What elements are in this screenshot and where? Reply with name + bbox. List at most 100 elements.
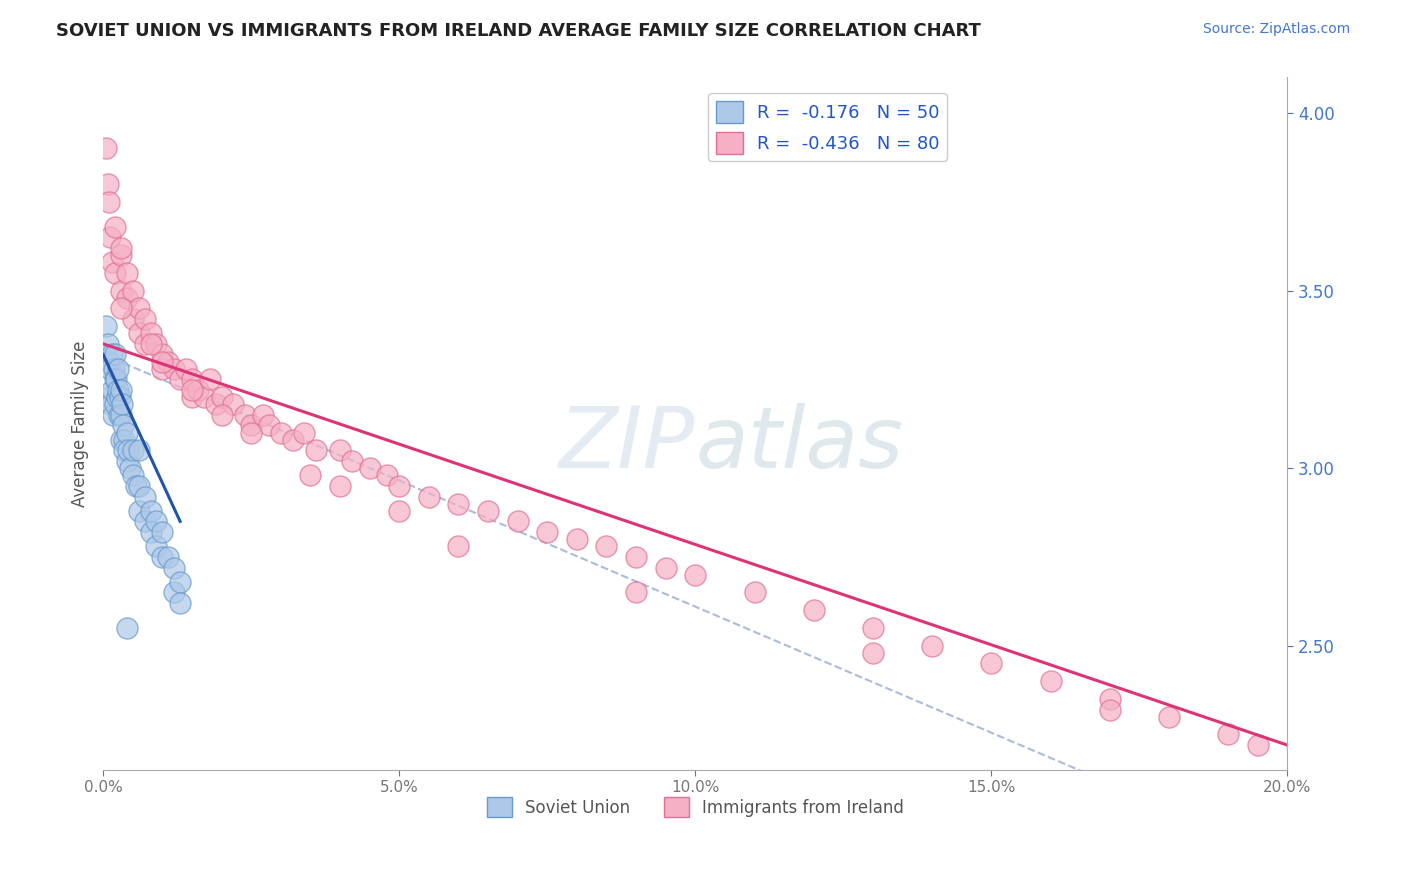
- Point: [118, 461, 141, 475]
- Point: [115, 291, 138, 305]
- Point: [418, 490, 440, 504]
- Point: [447, 497, 470, 511]
- Point: [329, 443, 352, 458]
- Point: [105, 372, 128, 386]
- Point: [377, 468, 399, 483]
- Text: atlas: atlas: [696, 403, 903, 486]
- Point: [1157, 710, 1180, 724]
- Point: [685, 567, 707, 582]
- Point: [115, 621, 138, 635]
- Point: [134, 490, 156, 504]
- Point: [134, 336, 156, 351]
- Point: [121, 284, 143, 298]
- Text: Source: ZipAtlas.com: Source: ZipAtlas.com: [1202, 22, 1350, 37]
- Point: [1218, 727, 1240, 741]
- Point: [222, 397, 245, 411]
- Point: [145, 539, 167, 553]
- Point: [150, 347, 173, 361]
- Point: [150, 549, 173, 564]
- Point: [281, 433, 304, 447]
- Point: [139, 524, 162, 539]
- Legend: Soviet Union, Immigrants from Ireland: Soviet Union, Immigrants from Ireland: [479, 790, 911, 824]
- Point: [110, 301, 132, 316]
- Point: [121, 468, 143, 483]
- Point: [252, 408, 274, 422]
- Point: [174, 361, 197, 376]
- Point: [654, 560, 676, 574]
- Point: [97, 177, 120, 191]
- Point: [139, 504, 162, 518]
- Point: [98, 354, 121, 368]
- Point: [114, 443, 136, 458]
- Point: [506, 515, 529, 529]
- Point: [139, 336, 162, 351]
- Point: [94, 319, 117, 334]
- Point: [240, 418, 263, 433]
- Point: [211, 390, 233, 404]
- Point: [233, 408, 256, 422]
- Point: [294, 425, 316, 440]
- Point: [1247, 738, 1270, 752]
- Point: [101, 347, 124, 361]
- Point: [187, 383, 209, 397]
- Point: [862, 646, 884, 660]
- Point: [128, 326, 150, 340]
- Point: [921, 639, 943, 653]
- Text: SOVIET UNION VS IMMIGRANTS FROM IRELAND AVERAGE FAMILY SIZE CORRELATION CHART: SOVIET UNION VS IMMIGRANTS FROM IRELAND …: [56, 22, 981, 40]
- Point: [98, 230, 121, 244]
- Point: [744, 585, 766, 599]
- Point: [104, 397, 127, 411]
- Point: [181, 390, 204, 404]
- Point: [111, 397, 134, 411]
- Point: [862, 621, 884, 635]
- Point: [163, 585, 186, 599]
- Point: [204, 397, 226, 411]
- Point: [359, 461, 381, 475]
- Point: [157, 354, 180, 368]
- Point: [595, 539, 617, 553]
- Point: [115, 425, 138, 440]
- Point: [115, 266, 138, 280]
- Point: [624, 585, 647, 599]
- Point: [145, 336, 167, 351]
- Point: [340, 454, 363, 468]
- Point: [104, 372, 127, 386]
- Point: [103, 361, 125, 376]
- Point: [94, 141, 117, 155]
- Point: [299, 468, 322, 483]
- Point: [1098, 703, 1121, 717]
- Point: [112, 433, 135, 447]
- Point: [169, 596, 191, 610]
- Text: ZIP: ZIP: [560, 403, 696, 486]
- Point: [181, 383, 204, 397]
- Point: [101, 255, 124, 269]
- Point: [104, 347, 127, 361]
- Point: [128, 504, 150, 518]
- Point: [150, 524, 173, 539]
- Point: [101, 408, 124, 422]
- Point: [107, 361, 129, 376]
- Point: [329, 479, 352, 493]
- Point: [163, 560, 186, 574]
- Point: [163, 361, 186, 376]
- Point: [1039, 674, 1062, 689]
- Point: [447, 539, 470, 553]
- Point: [134, 312, 156, 326]
- Point: [803, 603, 825, 617]
- Point: [211, 408, 233, 422]
- Point: [150, 354, 173, 368]
- Point: [536, 524, 558, 539]
- Point: [477, 504, 499, 518]
- Point: [145, 515, 167, 529]
- Point: [270, 425, 292, 440]
- Point: [112, 418, 135, 433]
- Point: [388, 479, 411, 493]
- Point: [104, 266, 127, 280]
- Point: [240, 425, 263, 440]
- Point: [198, 372, 221, 386]
- Point: [107, 408, 129, 422]
- Point: [117, 443, 139, 458]
- Point: [169, 372, 191, 386]
- Point: [98, 194, 121, 209]
- Point: [624, 549, 647, 564]
